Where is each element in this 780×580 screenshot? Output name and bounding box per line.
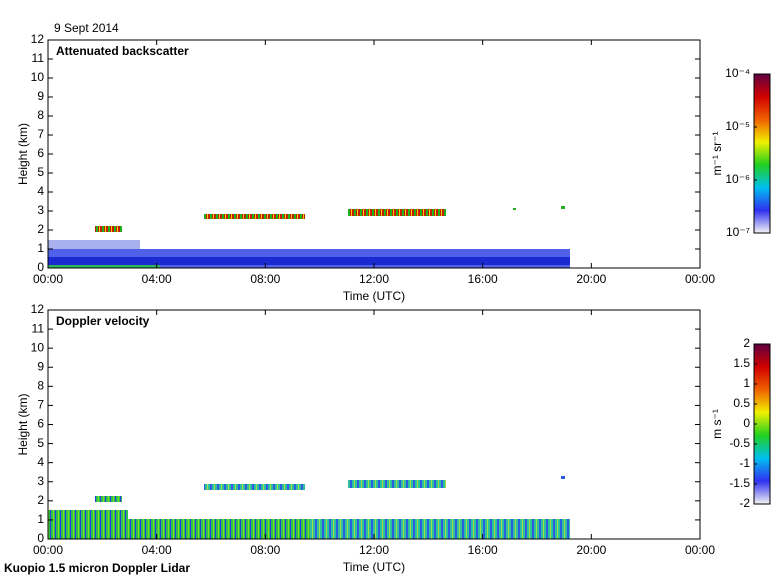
y-tick-label: 8 xyxy=(37,379,44,393)
colorbar-tick-label: 1 xyxy=(743,376,750,390)
y-tick-label: 6 xyxy=(37,146,44,160)
y-tick-label: 4 xyxy=(37,455,44,469)
panel-title: Attenuated backscatter xyxy=(56,44,189,58)
field xyxy=(348,209,446,216)
colorbar-tick-label: 10⁻⁷ xyxy=(726,225,750,239)
x-axis-label: Time (UTC) xyxy=(343,560,405,574)
colorbar-label: m⁻¹ sr⁻¹ xyxy=(710,132,724,176)
y-tick-label: 7 xyxy=(37,398,44,412)
plot-frame xyxy=(47,39,701,269)
colorbar-label: m s⁻¹ xyxy=(710,409,724,439)
y-tick-label: 5 xyxy=(37,165,44,179)
x-tick-label: 04:00 xyxy=(142,272,172,286)
y-tick-label: 2 xyxy=(37,222,44,236)
field xyxy=(513,208,516,210)
y-tick-label: 9 xyxy=(37,359,44,373)
y-axis-label: Height (km) xyxy=(16,123,30,185)
colorbar xyxy=(753,73,771,234)
field xyxy=(204,484,305,490)
x-tick-label: 04:00 xyxy=(142,543,172,557)
y-tick-label: 4 xyxy=(37,184,44,198)
colorbar-tick-label: 2 xyxy=(743,336,750,350)
y-tick-label: 6 xyxy=(37,417,44,431)
field xyxy=(95,226,122,232)
y-tick-label: 9 xyxy=(37,89,44,103)
backscatter-field xyxy=(48,206,570,268)
y-tick-label: 11 xyxy=(32,321,45,335)
colorbar-tick-label: -0.5 xyxy=(729,436,750,450)
x-tick-label: 00:00 xyxy=(685,272,715,286)
y-tick-label: 12 xyxy=(31,32,45,46)
x-tick-label: 00:00 xyxy=(685,543,715,557)
field xyxy=(95,496,122,502)
y-tick-label: 12 xyxy=(31,302,45,316)
y-tick-label: 3 xyxy=(37,474,44,488)
x-tick-label: 00:00 xyxy=(33,272,63,286)
colorbar-tick-label: 10⁻⁶ xyxy=(725,172,750,186)
colorbar-tick-label: 0 xyxy=(743,416,750,430)
field xyxy=(348,480,446,488)
field xyxy=(48,265,160,268)
x-tick-label: 16:00 xyxy=(468,543,498,557)
colorbar-tick-label: 1.5 xyxy=(733,356,750,370)
x-tick-label: 12:00 xyxy=(359,272,389,286)
y-tick-label: 8 xyxy=(37,108,44,122)
field xyxy=(561,476,565,479)
velocity-field xyxy=(48,476,570,539)
y-tick-label: 2 xyxy=(37,493,44,507)
y-tick-label: 3 xyxy=(37,203,44,217)
field xyxy=(48,257,570,265)
y-tick-label: 10 xyxy=(31,340,45,354)
y-tick-label: 0 xyxy=(37,260,44,274)
plot-frame xyxy=(47,309,701,540)
x-axis-label: Time (UTC) xyxy=(343,289,405,303)
colorbar-tick-label: 10⁻⁵ xyxy=(725,119,750,133)
colorbar-tick-label: -2 xyxy=(739,496,750,510)
y-tick-label: 1 xyxy=(37,241,44,255)
colorbar-tick-label: -1.5 xyxy=(729,476,750,490)
y-tick-label: 5 xyxy=(37,436,44,450)
y-tick-label: 1 xyxy=(37,512,44,526)
date: 9 Sept 2014 xyxy=(54,21,119,35)
colorbar-tick-label: 0.5 xyxy=(733,396,750,410)
colorbar-tick-label: 10⁻⁴ xyxy=(725,66,750,80)
field xyxy=(204,214,305,219)
x-tick-label: 08:00 xyxy=(250,543,280,557)
x-tick-label: 20:00 xyxy=(576,272,606,286)
y-tick-label: 0 xyxy=(37,531,44,545)
y-tick-label: 7 xyxy=(37,127,44,141)
field xyxy=(561,206,565,209)
y-tick-label: 11 xyxy=(32,51,45,65)
field xyxy=(310,519,570,539)
x-tick-label: 12:00 xyxy=(359,543,389,557)
x-tick-label: 08:00 xyxy=(250,272,280,286)
x-tick-label: 20:00 xyxy=(576,543,606,557)
field xyxy=(48,240,140,250)
x-tick-label: 16:00 xyxy=(468,272,498,286)
panel-title: Doppler velocity xyxy=(56,314,150,328)
y-axis-label: Height (km) xyxy=(16,393,30,455)
footer: Kuopio 1.5 micron Doppler Lidar xyxy=(4,561,190,575)
field xyxy=(48,510,128,520)
colorbar-tick-label: -1 xyxy=(739,456,750,470)
x-tick-label: 00:00 xyxy=(33,543,63,557)
y-tick-label: 10 xyxy=(31,70,45,84)
